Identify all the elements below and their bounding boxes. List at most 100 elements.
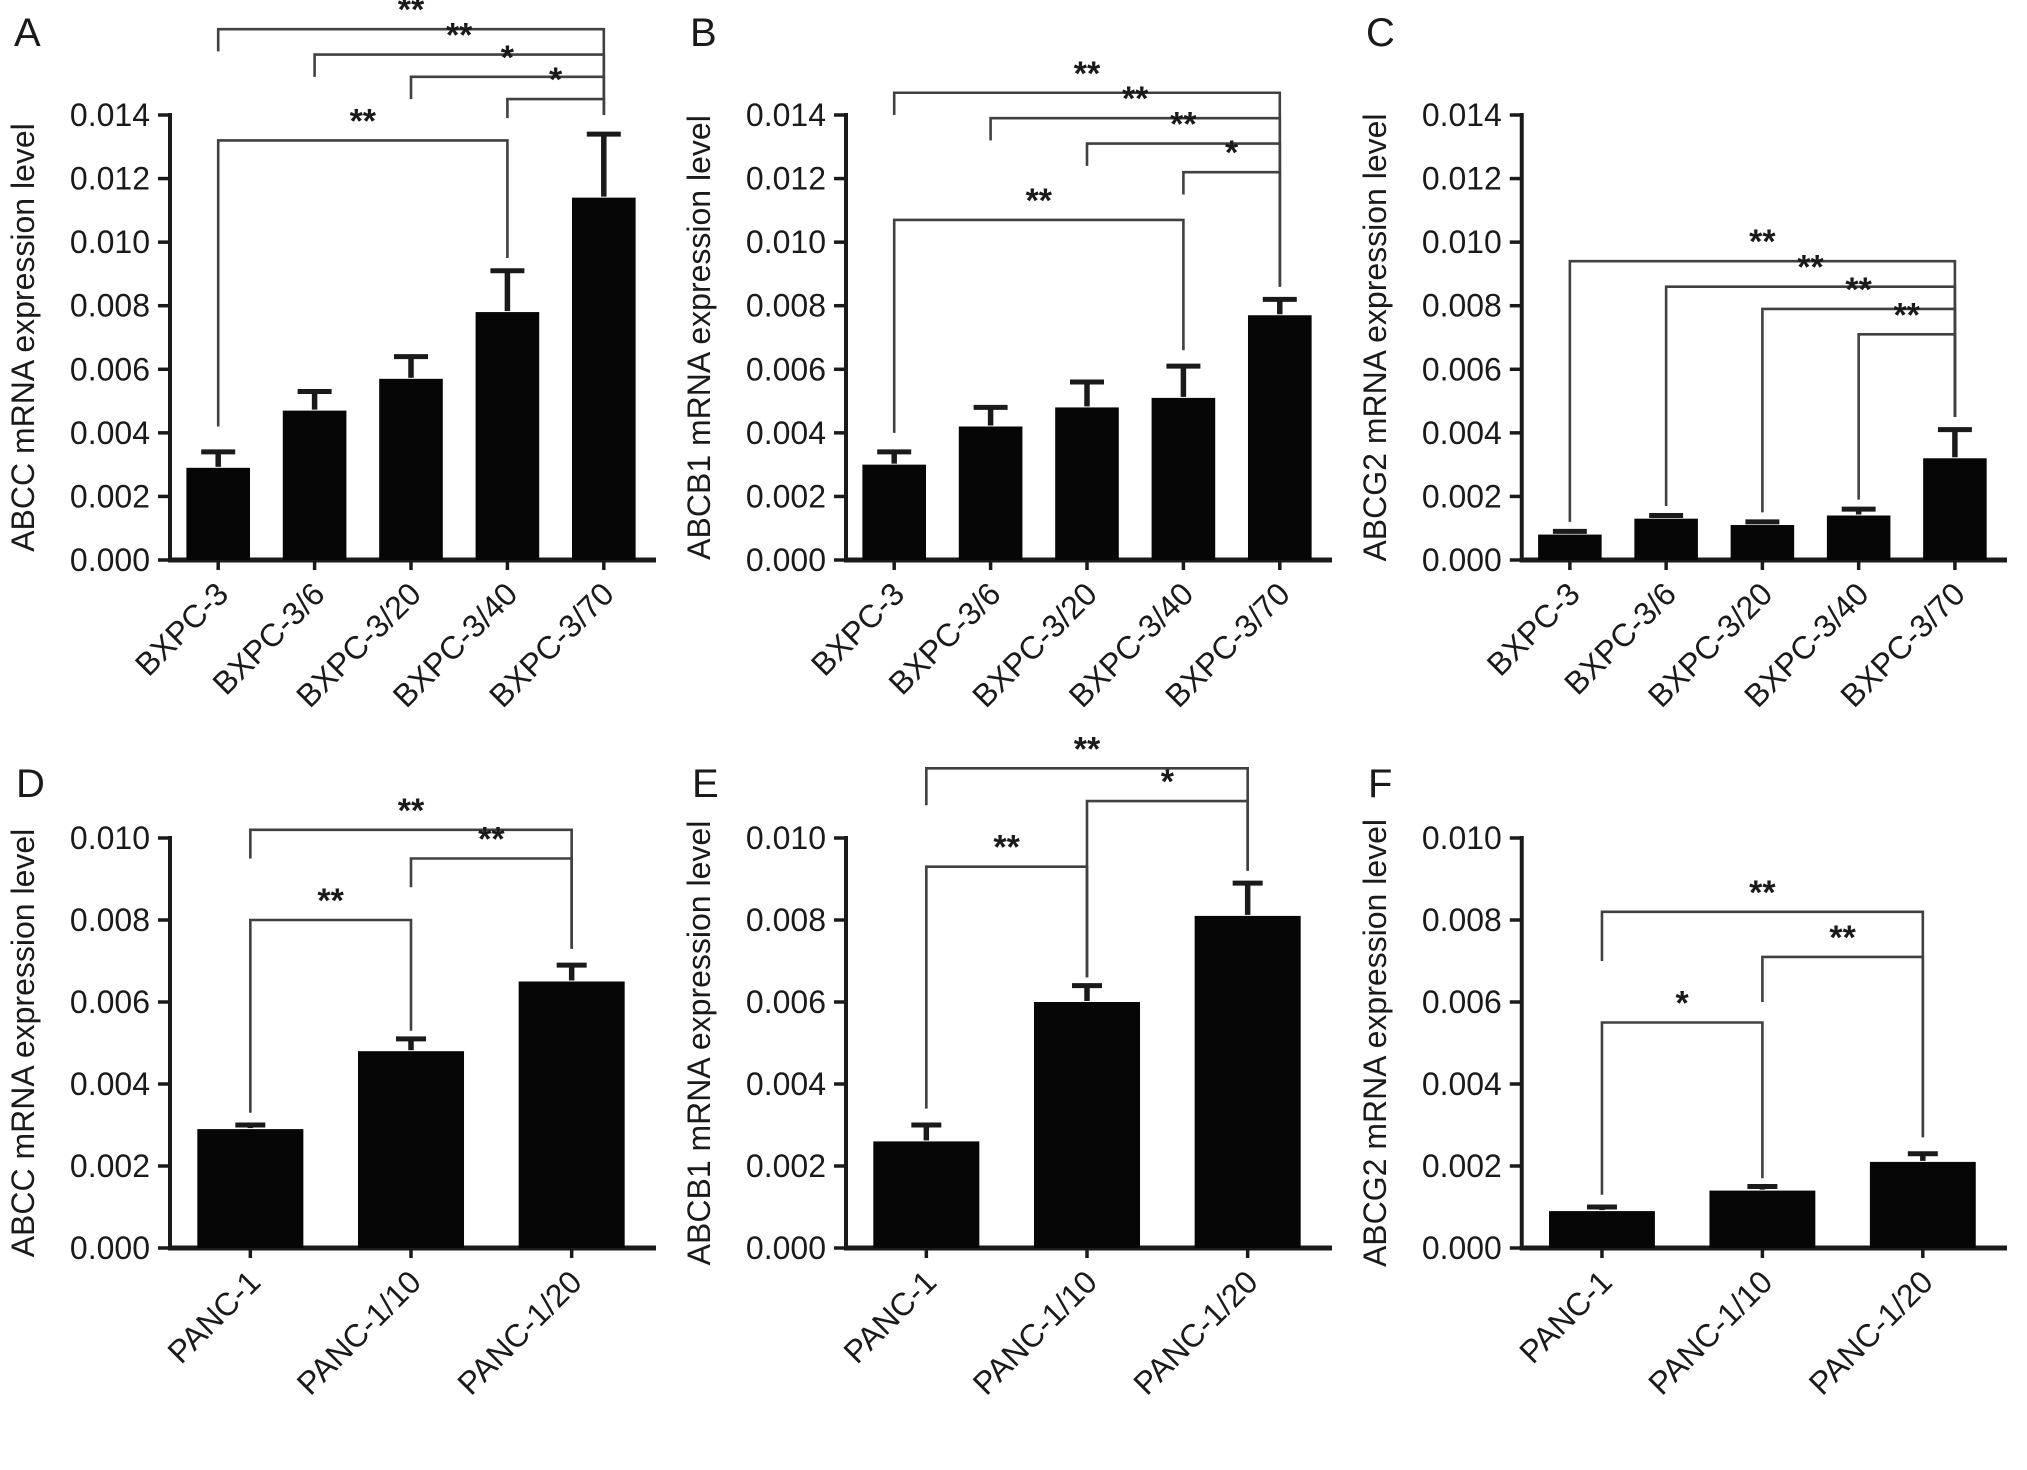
significance-label: ** xyxy=(1749,223,1776,261)
significance-label: ** xyxy=(1829,919,1856,957)
y-tick-label: 0.004 xyxy=(70,1066,150,1102)
y-tick-label: 0.008 xyxy=(746,902,826,938)
y-tick-label: 0.008 xyxy=(70,902,150,938)
significance-bracket xyxy=(216,139,509,427)
significance-label: ** xyxy=(1797,249,1824,287)
y-tick-label: 0.010 xyxy=(746,224,826,260)
bar xyxy=(197,1129,304,1248)
bar xyxy=(1033,1002,1141,1248)
significance-bracket xyxy=(249,918,413,1113)
panel-d: D ABCC mRNA expression level 0.000 0.002 0.0… xyxy=(0,735,676,1470)
y-tick-label: 0.012 xyxy=(70,161,150,197)
y-tick-label: 0.006 xyxy=(70,984,150,1020)
y-tick-label: 0.002 xyxy=(1422,478,1502,514)
significance-label: ** xyxy=(1749,874,1776,912)
significance-label: * xyxy=(1676,984,1690,1022)
y-tick-label: 0.002 xyxy=(70,478,150,514)
significance-bracket xyxy=(216,27,606,115)
bar xyxy=(1194,915,1301,1248)
y-axis-label: ABCG2 mRNA expression level xyxy=(1357,113,1393,561)
significance-bracket xyxy=(925,865,1089,1109)
y-tick-label: 0.004 xyxy=(746,1066,826,1102)
significance-label: ** xyxy=(317,882,344,920)
x-category-label: PANC-1 xyxy=(1512,1263,1619,1370)
bar xyxy=(862,464,927,560)
significance-label: ** xyxy=(1845,271,1872,309)
significance-label: * xyxy=(1225,134,1239,172)
y-tick-label: 0.008 xyxy=(1422,902,1502,938)
panel-f-chart: F ABCG2 mRNA expression level 0.000 0.002 0.… xyxy=(1357,762,2008,1402)
bar xyxy=(958,426,1023,560)
y-tick-label: 0.010 xyxy=(746,820,826,856)
significance-label: ** xyxy=(478,821,505,859)
significance-bracket xyxy=(409,75,606,115)
panel-letter: E xyxy=(692,762,719,806)
significance-bracket xyxy=(409,857,573,949)
significance-bracket xyxy=(892,91,1282,287)
significance-label: ** xyxy=(993,829,1020,867)
significance-label: * xyxy=(549,61,563,99)
y-tick-label: 0.010 xyxy=(1422,820,1502,856)
x-category-label: PANC-1 xyxy=(161,1263,268,1370)
x-category-label: PANC-1 xyxy=(837,1263,944,1370)
significance-label: ** xyxy=(398,0,425,29)
significance-label: ** xyxy=(1074,55,1101,93)
y-tick-label: 0.012 xyxy=(1422,161,1502,197)
significance-bracket xyxy=(506,97,606,119)
y-tick-label: 0.006 xyxy=(746,984,826,1020)
significance-label: ** xyxy=(1026,182,1053,220)
significance-label: ** xyxy=(1074,735,1101,768)
panel-letter: A xyxy=(14,11,41,55)
significance-label: ** xyxy=(1122,80,1149,118)
bar xyxy=(1151,397,1216,560)
panel-d-chart: D ABCC mRNA expression level 0.000 0.002 0.0… xyxy=(5,762,656,1402)
y-tick-label: 0.002 xyxy=(1422,1148,1502,1184)
bar xyxy=(1869,1161,1976,1248)
bar xyxy=(186,467,251,560)
significance-bracket xyxy=(1600,1021,1764,1195)
y-tick-label: 0.002 xyxy=(746,1148,826,1184)
y-tick-label: 0.014 xyxy=(746,97,826,133)
x-category-label: PANC-1/10 xyxy=(966,1263,1104,1401)
y-tick-label: 0.006 xyxy=(746,351,826,387)
y-axis-label: ABCG2 mRNA expression level xyxy=(1357,819,1393,1267)
significance-label: ** xyxy=(350,102,377,140)
y-tick-label: 0.006 xyxy=(1422,351,1502,387)
y-tick-label: 0.004 xyxy=(746,415,826,451)
x-category-label: PANC-1/20 xyxy=(1802,1263,1940,1401)
y-tick-label: 0.010 xyxy=(70,224,150,260)
y-tick-label: 0.006 xyxy=(1422,984,1502,1020)
y-tick-label: 0.004 xyxy=(70,415,150,451)
bar xyxy=(873,1141,980,1248)
significance-label: ** xyxy=(1170,106,1197,144)
y-tick-label: 0.000 xyxy=(1422,542,1502,578)
significance-bracket xyxy=(1182,170,1282,287)
bar xyxy=(1826,515,1891,560)
x-category-label: PANC-1/20 xyxy=(1126,1263,1264,1401)
significance-label: * xyxy=(1161,763,1175,801)
bar xyxy=(571,197,636,560)
panel-b-chart: B ABCB1 mRNA expression level 0.000 0.002 0.… xyxy=(681,11,1332,714)
y-tick-label: 0.000 xyxy=(70,542,150,578)
panel-e-chart: E ABCB1 mRNA expression level 0.000 0.002 0.… xyxy=(681,735,1332,1402)
x-category-label: PANC-1/10 xyxy=(1641,1263,1779,1401)
bar xyxy=(475,312,540,560)
panel-letter: F xyxy=(1368,762,1392,806)
bar xyxy=(1634,518,1698,560)
y-axis-label: ABCC mRNA expression level xyxy=(5,123,41,552)
y-tick-label: 0.010 xyxy=(70,820,150,856)
significance-label: ** xyxy=(398,792,425,830)
panel-f: F ABCG2 mRNA expression level 0.000 0.002 0.… xyxy=(1352,735,2027,1470)
significance-label: * xyxy=(501,39,515,77)
y-tick-label: 0.014 xyxy=(70,97,150,133)
y-tick-label: 0.004 xyxy=(1422,1066,1502,1102)
significance-bracket xyxy=(892,218,1185,433)
bar xyxy=(1247,315,1312,560)
significance-bracket xyxy=(1761,955,1925,1138)
panel-c-chart: C ABCG2 mRNA expression level 0.000 0.002 0.… xyxy=(1357,11,2008,714)
panel-b: B ABCB1 mRNA expression level 0.000 0.002 0.… xyxy=(676,0,1352,735)
bar xyxy=(379,378,443,560)
bar xyxy=(1538,534,1602,560)
panel-e: E ABCB1 mRNA expression level 0.000 0.002 0.… xyxy=(676,735,1352,1470)
